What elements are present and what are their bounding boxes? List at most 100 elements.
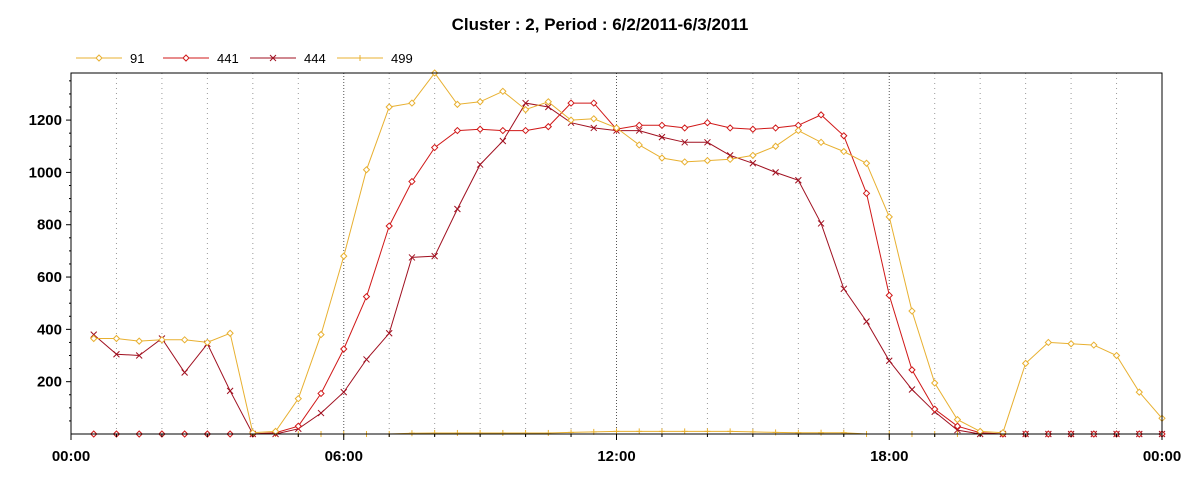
data-point bbox=[681, 138, 689, 146]
legend-item-441: 441 bbox=[163, 51, 239, 66]
data-point bbox=[794, 126, 803, 135]
data-point bbox=[363, 356, 370, 363]
data-point bbox=[590, 124, 598, 132]
data-point-stroke bbox=[681, 138, 689, 146]
data-point-stroke bbox=[749, 159, 757, 167]
data-point bbox=[430, 143, 439, 152]
data-point bbox=[112, 334, 121, 343]
data-point-stroke bbox=[863, 318, 870, 325]
data-point bbox=[269, 54, 277, 62]
data-point bbox=[908, 307, 916, 315]
data-point-stroke bbox=[840, 285, 848, 293]
data-point bbox=[567, 116, 575, 124]
data-point-stroke bbox=[226, 387, 234, 395]
data-point-stroke bbox=[772, 169, 779, 176]
data-point bbox=[613, 428, 620, 435]
data-point bbox=[749, 151, 757, 160]
data-point bbox=[931, 379, 939, 387]
data-point bbox=[681, 428, 688, 435]
data-point-stroke bbox=[817, 220, 825, 227]
data-point bbox=[113, 350, 120, 358]
data-point-stroke bbox=[363, 356, 370, 363]
data-point bbox=[357, 55, 363, 61]
data-point-stroke bbox=[135, 352, 143, 359]
data-point bbox=[931, 405, 939, 413]
data-point bbox=[135, 337, 143, 345]
data-point bbox=[590, 99, 598, 107]
data-point bbox=[522, 99, 529, 107]
data-point bbox=[885, 291, 893, 300]
y-tick-label: 800 bbox=[37, 217, 62, 234]
legend-label: 444 bbox=[304, 51, 326, 66]
data-point bbox=[954, 426, 961, 434]
data-point bbox=[818, 429, 825, 436]
data-point bbox=[658, 428, 665, 435]
data-point bbox=[862, 159, 871, 167]
data-point bbox=[567, 99, 575, 107]
data-point-stroke bbox=[954, 426, 961, 434]
data-point-stroke bbox=[454, 205, 461, 213]
y-tick-label: 600 bbox=[37, 269, 62, 286]
legend-item-91: 91 bbox=[76, 51, 144, 66]
legend-label: 441 bbox=[217, 51, 239, 66]
data-point-stroke bbox=[499, 137, 507, 145]
data-point-stroke bbox=[181, 369, 188, 376]
data-point bbox=[385, 103, 393, 111]
data-point-stroke bbox=[726, 152, 734, 159]
data-point bbox=[771, 142, 780, 150]
data-point bbox=[294, 422, 302, 430]
data-point bbox=[453, 100, 462, 109]
data-point bbox=[727, 428, 734, 435]
data-point-stroke bbox=[269, 54, 277, 62]
data-point bbox=[635, 127, 643, 134]
data-point bbox=[840, 132, 848, 140]
legend-label: 499 bbox=[391, 51, 413, 66]
data-point bbox=[317, 330, 325, 339]
data-point bbox=[340, 345, 348, 353]
data-point bbox=[340, 252, 348, 260]
y-tick-label: 400 bbox=[37, 321, 62, 338]
data-point bbox=[658, 154, 666, 162]
data-point bbox=[95, 54, 103, 62]
series-444 bbox=[90, 99, 1166, 438]
data-point bbox=[158, 336, 166, 344]
data-point-stroke bbox=[90, 331, 98, 338]
data-point bbox=[817, 220, 825, 227]
data-point bbox=[590, 115, 598, 123]
legend-item-444: 444 bbox=[250, 51, 326, 66]
data-point bbox=[499, 126, 507, 135]
data-point bbox=[1044, 338, 1053, 347]
series-line bbox=[93, 72, 1163, 434]
data-point bbox=[658, 133, 666, 141]
data-point bbox=[771, 124, 780, 132]
data-point bbox=[726, 152, 734, 159]
data-point bbox=[521, 126, 530, 135]
data-point bbox=[499, 137, 507, 145]
data-point bbox=[636, 428, 643, 435]
data-point bbox=[294, 394, 302, 403]
data-point-stroke bbox=[590, 124, 598, 132]
data-point bbox=[135, 352, 143, 359]
data-point bbox=[544, 122, 553, 131]
data-point bbox=[726, 155, 734, 164]
data-point bbox=[521, 105, 530, 114]
data-point bbox=[749, 125, 757, 133]
data-point bbox=[1067, 340, 1075, 348]
data-point bbox=[772, 429, 779, 436]
y-tick-label: 1000 bbox=[29, 164, 62, 181]
data-point-stroke bbox=[522, 99, 529, 107]
data-point bbox=[362, 292, 371, 301]
data-point bbox=[499, 87, 507, 96]
data-point bbox=[1021, 359, 1030, 368]
data-point bbox=[408, 99, 416, 107]
data-point bbox=[476, 125, 484, 133]
data-point bbox=[499, 429, 506, 436]
data-point bbox=[953, 415, 962, 424]
data-point bbox=[454, 205, 461, 213]
data-point bbox=[908, 366, 916, 374]
data-point bbox=[840, 285, 848, 293]
data-point bbox=[635, 141, 643, 149]
data-point bbox=[862, 189, 871, 198]
legend-label: 91 bbox=[130, 51, 144, 66]
